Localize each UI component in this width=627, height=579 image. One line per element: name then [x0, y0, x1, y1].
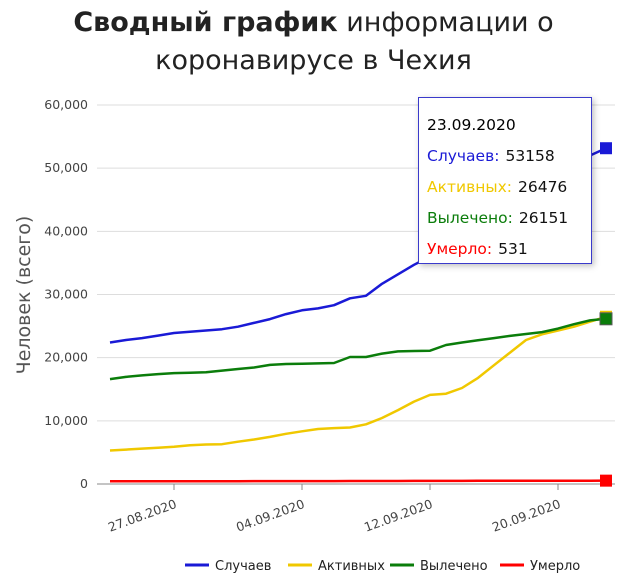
y-tick-label: 30,000	[44, 287, 88, 302]
tooltip-label-active: Активных:	[427, 178, 512, 196]
legend-label-3: Умерло	[530, 559, 580, 574]
tooltip-row-active: Активных: 26476	[427, 172, 591, 203]
series-line-3	[110, 479, 607, 483]
series-marker-0	[600, 142, 612, 155]
x-tick-label: 04.09.2020	[234, 496, 306, 535]
chart-title-line2: коронавирусе в Чехия	[155, 45, 472, 76]
y-tick-label: 50,000	[44, 160, 88, 175]
legend-label-0: Случаев	[215, 559, 271, 574]
x-tick-label: 20.09.2020	[490, 496, 562, 535]
legend-label-2: Вылечено	[420, 559, 488, 574]
chart-title-bold: Сводный график	[73, 7, 338, 38]
y-tick-label: 10,000	[44, 413, 88, 428]
tooltip-row-recovered: Вылечено: 26151	[427, 203, 591, 234]
tooltip-value-active: 26476	[517, 178, 568, 196]
y-axis-label: Человек (всего)	[13, 216, 35, 375]
tooltip-value-cases: 53158	[505, 147, 555, 165]
tooltip-date: 23.09.2020	[427, 116, 516, 134]
tooltip-label-cases: Случаев:	[427, 147, 500, 165]
y-tick-label: 40,000	[44, 223, 88, 238]
tooltip-value-deaths: 531	[498, 240, 528, 258]
series-marker-3	[600, 474, 612, 487]
y-tick-label: 20,000	[44, 350, 88, 365]
chart-title: Сводный график информации о коронавирусе…	[0, 4, 627, 80]
legend-label-1: Активных	[318, 559, 385, 574]
y-tick-label: 60,000	[44, 97, 88, 112]
x-tick-label: 12.09.2020	[362, 496, 434, 535]
tooltip-label-recovered: Вылечено:	[427, 209, 513, 227]
tooltip-label-deaths: Умерло:	[427, 240, 493, 258]
tooltip-row-cases: Случаев: 53158	[427, 141, 591, 172]
tooltip-row-deaths: Умерло: 531	[427, 234, 591, 265]
series-line-1	[109, 315, 607, 452]
series-line-2	[109, 317, 607, 381]
tooltip-value-recovered: 26151	[518, 209, 569, 227]
chart-title-rest: информации о	[337, 7, 554, 38]
series-marker-2	[599, 312, 613, 326]
x-tick-label: 27.08.2020	[106, 496, 178, 535]
y-tick-label: 0	[80, 476, 88, 491]
hover-tooltip: 23.09.2020 Случаев: 53158 Активных: 26476 …	[418, 97, 592, 264]
